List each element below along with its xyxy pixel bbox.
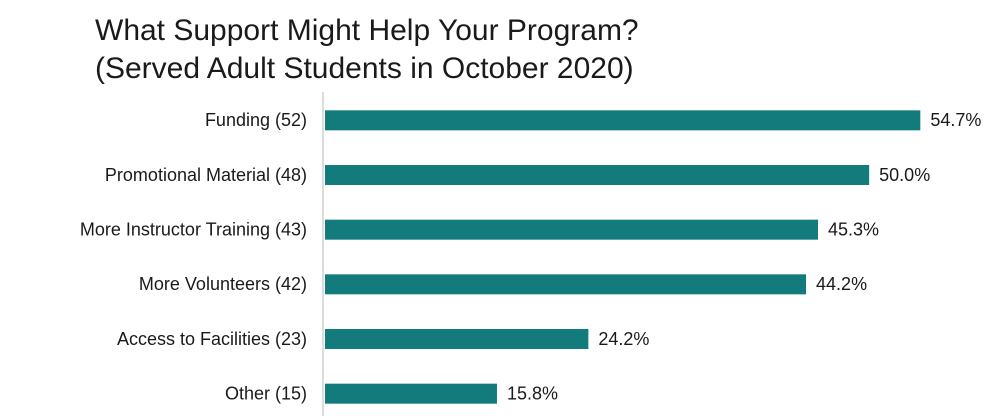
category-label: More Volunteers (42) [139,274,307,294]
bar [325,383,497,404]
category-label: Promotional Material (48) [105,165,307,185]
value-label: 24.2% [598,329,649,349]
value-label: 45.3% [828,219,879,239]
category-label: Funding (52) [205,110,307,130]
value-label: 15.8% [507,383,558,403]
bar [325,110,921,131]
chart-title: What Support Might Help Your Program? [95,14,639,47]
bar [325,329,589,349]
category-label: Access to Facilities (23) [117,329,307,349]
value-label: 50.0% [879,165,930,185]
chart-subtitle: (Served Adult Students in October 2020) [95,52,634,85]
category-label: More Instructor Training (43) [80,219,307,239]
bar [325,219,819,240]
value-label: 44.2% [816,274,867,294]
bar [325,274,807,295]
value-label: 54.7% [930,110,981,130]
category-label: Other (15) [225,383,307,403]
bar [325,165,870,185]
